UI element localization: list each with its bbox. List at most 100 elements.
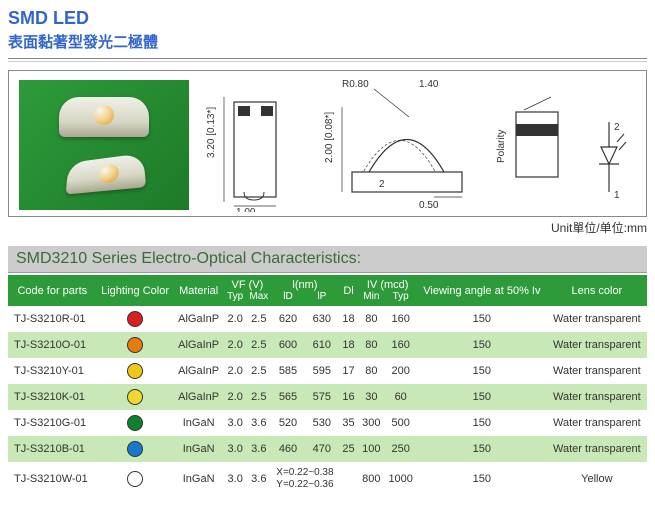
cell-lens: Water transparent: [547, 358, 647, 384]
col-ld: lD: [271, 291, 305, 306]
drawing-front: R0.80 1.40 2.00 [0.08*] 2 0.50: [324, 77, 474, 212]
cell-iv-typ: 160: [384, 332, 417, 358]
cell-color: [97, 306, 174, 332]
cell-vf-max: 3.6: [247, 436, 272, 462]
cell-dl: 35: [339, 410, 359, 436]
cell-code: TJ-S3210B-01: [8, 436, 97, 462]
technical-drawings: 3.20 [0.13*] 1.00 R0.80 1.40 2.00 [0.08*…: [199, 77, 636, 212]
svg-text:R0.80: R0.80: [342, 79, 369, 90]
cell-code: TJ-S3210K-01: [8, 384, 97, 410]
cell-code: TJ-S3210G-01: [8, 410, 97, 436]
cell-code: TJ-S3210O-01: [8, 332, 97, 358]
color-dot-icon: [127, 363, 143, 379]
cell-lp: 530: [305, 410, 339, 436]
cell-iv-min: 80: [358, 358, 384, 384]
cell-lp: 470: [305, 436, 339, 462]
cell-material: AlGaInP: [174, 384, 224, 410]
cell-vf-typ: 3.0: [224, 410, 247, 436]
cell-iv-min: 80: [358, 332, 384, 358]
cell-vf-max: 3.6: [247, 462, 272, 496]
cell-iv-typ: 500: [384, 410, 417, 436]
cell-iv-typ: 160: [384, 306, 417, 332]
cell-angle: 150: [417, 358, 547, 384]
svg-text:2: 2: [379, 179, 385, 190]
cell-lp: 575: [305, 384, 339, 410]
title-zh: 表面黏著型發光二極體: [8, 31, 647, 52]
cell-code: TJ-S3210R-01: [8, 306, 97, 332]
cell-iv-min: 30: [358, 384, 384, 410]
cell-lens: Yellow: [547, 462, 647, 496]
spec-table: Code for parts Lighting Color Material V…: [8, 275, 647, 496]
divider: [8, 61, 647, 62]
cell-iv-typ: 1000: [384, 462, 417, 496]
cell-angle: 150: [417, 306, 547, 332]
cell-iv-typ: 60: [384, 384, 417, 410]
cell-material: InGaN: [174, 410, 224, 436]
unit-label: Unit單位/单位:mm: [8, 219, 647, 236]
cell-vf-typ: 2.0: [224, 332, 247, 358]
diagram-panel: 3.20 [0.13*] 1.00 R0.80 1.40 2.00 [0.08*…: [8, 70, 647, 217]
color-dot-icon: [127, 389, 143, 405]
cell-dl: 25: [339, 436, 359, 462]
drawing-side: 3.20 [0.13*] 1.00: [206, 82, 301, 212]
col-dl: Dl: [339, 275, 359, 306]
cell-material: AlGaInP: [174, 358, 224, 384]
color-dot-icon: [127, 337, 143, 353]
table-row: TJ-S3210G-01InGaN3.03.652053035300500150…: [8, 410, 647, 436]
svg-text:Polarity: Polarity: [496, 130, 507, 163]
cell-iv-typ: 200: [384, 358, 417, 384]
schematic-symbol: 2 1: [589, 112, 629, 212]
cell-ld: 600: [271, 332, 305, 358]
col-iv-typ: Typ: [384, 291, 417, 306]
cell-vf-max: 3.6: [247, 410, 272, 436]
cell-vf-typ: 2.0: [224, 358, 247, 384]
table-body: TJ-S3210R-01AlGaInP2.02.5620630188016015…: [8, 306, 647, 496]
color-dot-icon: [127, 415, 143, 431]
table-row: TJ-S3210B-01InGaN3.03.646047025100250150…: [8, 436, 647, 462]
cell-material: InGaN: [174, 462, 224, 496]
cell-vf-typ: 2.0: [224, 384, 247, 410]
cell-vf-max: 2.5: [247, 358, 272, 384]
svg-text:1.00: 1.00: [236, 207, 256, 212]
cell-material: InGaN: [174, 436, 224, 462]
cell-vf-typ: 2.0: [224, 306, 247, 332]
cell-ld: 460: [271, 436, 305, 462]
cell-vf-typ: 3.0: [224, 462, 247, 496]
product-photo: [19, 80, 189, 210]
section-title: SMD3210 Series Electro-Optical Character…: [8, 246, 647, 273]
cell-dl: [339, 462, 359, 496]
cell-angle: 150: [417, 436, 547, 462]
col-vf-max: Max: [247, 291, 272, 306]
col-material: Material: [174, 275, 224, 306]
cell-dl: 16: [339, 384, 359, 410]
color-dot-icon: [127, 471, 143, 487]
table-header: Code for parts Lighting Color Material V…: [8, 275, 647, 306]
col-lp: lP: [305, 291, 339, 306]
cell-dl: 17: [339, 358, 359, 384]
table-row: TJ-S3210O-01AlGaInP2.02.5600610188016015…: [8, 332, 647, 358]
svg-text:1: 1: [614, 190, 620, 201]
cell-iv-min: 100: [358, 436, 384, 462]
cell-color: [97, 332, 174, 358]
col-iv: IV (mcd): [358, 275, 417, 291]
cell-color: [97, 436, 174, 462]
svg-text:3.20 [0.13*]: 3.20 [0.13*]: [206, 107, 217, 158]
col-lnm: l(nm): [271, 275, 339, 291]
cell-dl: 18: [339, 332, 359, 358]
cell-ld: 620: [271, 306, 305, 332]
cell-angle: 150: [417, 332, 547, 358]
cell-color: [97, 384, 174, 410]
cell-dl: 18: [339, 306, 359, 332]
table-row: TJ-S3210K-01AlGaInP2.02.5565575163060150…: [8, 384, 647, 410]
svg-text:0.50: 0.50: [419, 200, 439, 211]
cell-lens: Water transparent: [547, 410, 647, 436]
col-lens: Lens color: [547, 275, 647, 306]
cell-material: AlGaInP: [174, 332, 224, 358]
table-row: TJ-S3210R-01AlGaInP2.02.5620630188016015…: [8, 306, 647, 332]
col-viewing: Viewing angle at 50% Iv: [417, 275, 547, 306]
cell-vf-max: 2.5: [247, 306, 272, 332]
cell-code: TJ-S3210Y-01: [8, 358, 97, 384]
cell-lens: Water transparent: [547, 436, 647, 462]
cell-angle: 150: [417, 410, 547, 436]
cell-lens: Water transparent: [547, 306, 647, 332]
